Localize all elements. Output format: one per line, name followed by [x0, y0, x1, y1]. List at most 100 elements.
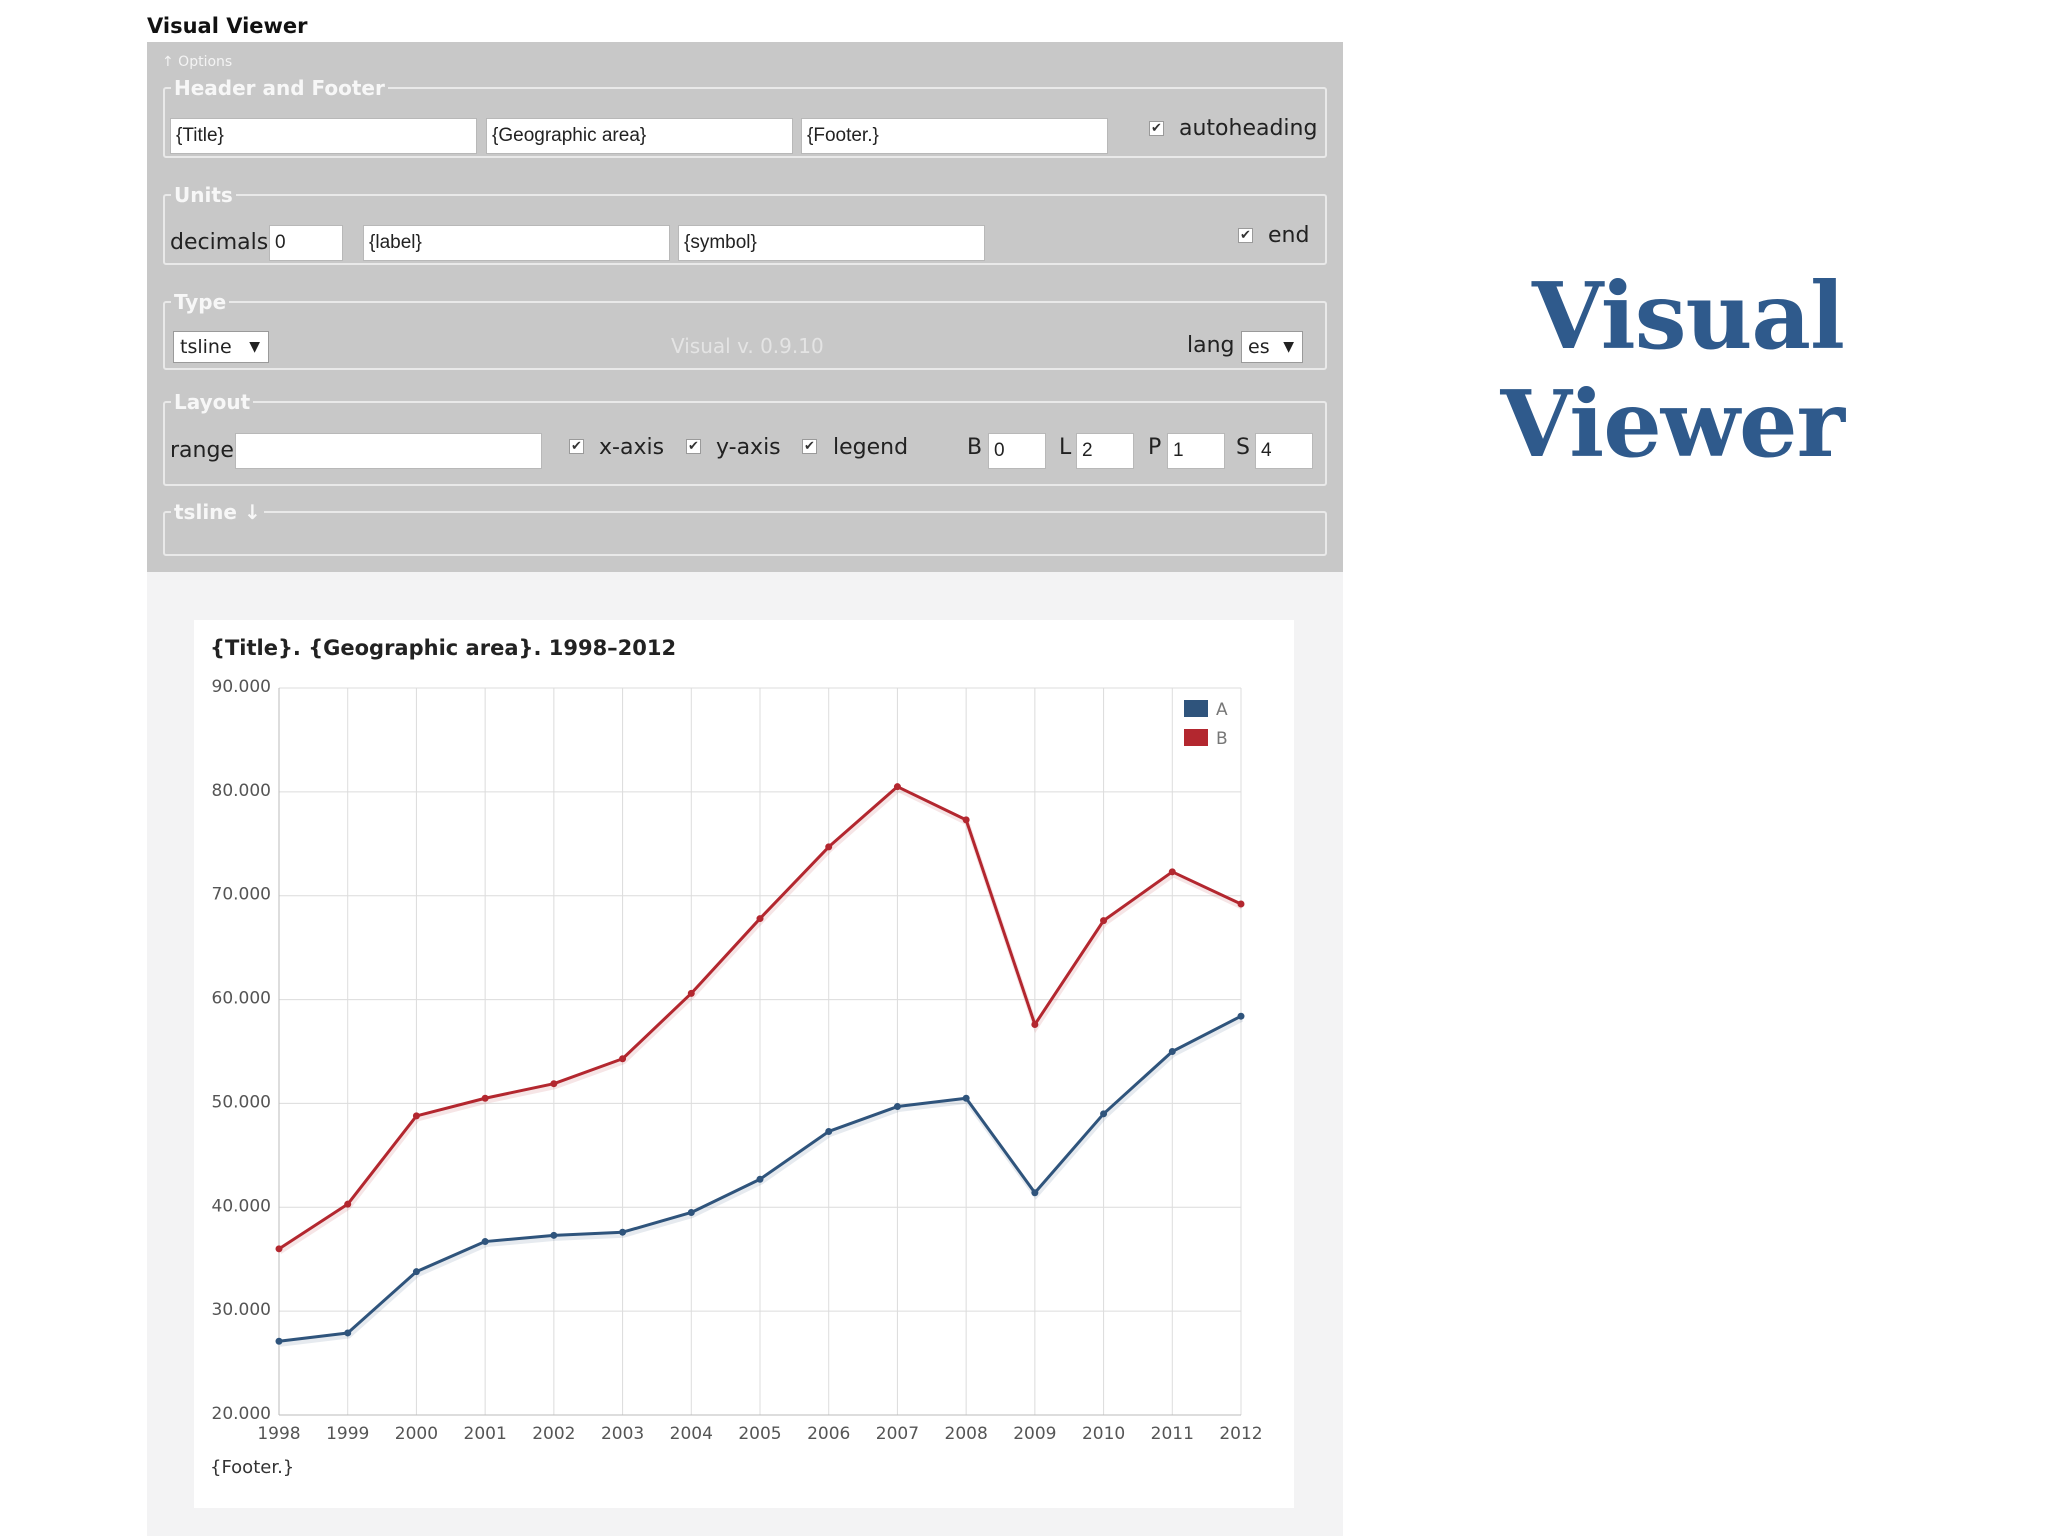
autoheading-label: autoheading [1179, 116, 1318, 141]
y-tick-label: 60.000 [212, 989, 271, 1009]
x-tick-label: 2002 [532, 1424, 575, 1444]
range-label: range [170, 438, 234, 463]
chart-type-select[interactable]: tsline ▼ [173, 331, 269, 363]
chevron-down-icon: ▼ [249, 339, 260, 355]
legend-swatch-A [1184, 700, 1208, 717]
layout-legend: Layout [174, 390, 251, 414]
series-B-point [1031, 1020, 1039, 1028]
y-tick-label: 30.000 [212, 1300, 271, 1320]
y-tick-label: 70.000 [212, 885, 271, 905]
x-tick-label: 2011 [1151, 1424, 1194, 1444]
series-B-point [1100, 917, 1108, 925]
series-B-point [344, 1200, 352, 1208]
app-title: Visual Viewer [147, 14, 308, 38]
type-legend: Type [174, 290, 227, 314]
legend-swatch-B [1184, 729, 1208, 746]
series-B-point [275, 1245, 283, 1253]
series-A-point [756, 1175, 764, 1183]
type-group: Type [163, 290, 1327, 370]
x-axis-checkbox[interactable]: ✔ [569, 439, 584, 454]
series-A-point [687, 1208, 695, 1216]
y-tick-label: 50.000 [212, 1092, 271, 1112]
chart-type-value: tsline [180, 336, 232, 358]
geographic-area-input[interactable] [486, 118, 793, 154]
series-A-point [275, 1337, 283, 1345]
series-B-point [1168, 868, 1176, 876]
legend-checkbox[interactable]: ✔ [802, 439, 817, 454]
unit-label-input[interactable] [363, 225, 670, 261]
p-label: P [1148, 435, 1162, 460]
lang-value: es [1248, 336, 1270, 358]
series-A-point [412, 1268, 420, 1276]
brand-line-2: Viewer [1500, 370, 1845, 478]
y-axis-label: y-axis [716, 435, 781, 460]
series-A-point [619, 1228, 627, 1236]
series-A-point [481, 1238, 489, 1246]
lang-label: lang [1187, 333, 1235, 358]
chart-card: {Title}. {Geographic area}. 1998–2012 20.… [194, 620, 1294, 1508]
series-B-point [687, 989, 695, 997]
y-tick-label: 80.000 [212, 781, 271, 801]
range-input[interactable] [235, 433, 542, 469]
x-tick-label: 2004 [670, 1424, 713, 1444]
title-input[interactable] [170, 118, 477, 154]
s-label: S [1236, 435, 1250, 460]
units-legend: Units [174, 183, 233, 207]
end-label: end [1268, 223, 1310, 248]
tsline-group[interactable]: tsline ↓ [163, 500, 1327, 556]
chart-footer: {Footer.} [210, 1457, 294, 1478]
chart-area: {Title}. {Geographic area}. 1998–2012 20.… [147, 572, 1343, 1536]
l-label: L [1059, 435, 1072, 460]
series-B-point [550, 1080, 558, 1088]
x-tick-label: 2008 [945, 1424, 988, 1444]
legend-label: legend [833, 435, 909, 460]
series-A-point [1168, 1048, 1176, 1055]
series-B-point [893, 783, 901, 791]
x-tick-label: 1999 [326, 1424, 369, 1444]
x-tick-label: 2000 [395, 1424, 438, 1444]
series-B-point [619, 1055, 627, 1063]
series-A-point [825, 1127, 833, 1135]
brand-line-1: Visual [1532, 262, 1845, 370]
end-checkbox[interactable]: ✔ [1238, 228, 1253, 243]
y-tick-label: 20.000 [212, 1404, 271, 1424]
y-tick-label: 90.000 [212, 677, 271, 697]
x-tick-label: 2012 [1219, 1424, 1262, 1444]
series-B-point [412, 1112, 420, 1120]
series-A-point [893, 1103, 901, 1111]
x-tick-label: 2009 [1013, 1424, 1056, 1444]
autoheading-checkbox[interactable]: ✔ [1149, 121, 1164, 136]
version-label: Visual v. 0.9.10 [671, 334, 824, 358]
series-A-point [344, 1329, 352, 1337]
layout-group: Layout [163, 390, 1327, 486]
b-input[interactable] [988, 433, 1046, 469]
x-tick-label: 1998 [257, 1424, 300, 1444]
units-group: Units [163, 183, 1327, 265]
line-chart: {Title}. {Geographic area}. 1998–2012 20.… [210, 636, 1263, 1478]
l-input[interactable] [1076, 433, 1134, 469]
header-footer-group: Header and Footer [163, 76, 1327, 158]
b-label: B [967, 435, 983, 460]
options-panel: ↑ Options Header and Footer ✔ autoheadin… [147, 42, 1343, 572]
y-axis-checkbox[interactable]: ✔ [686, 439, 701, 454]
legend-label-B: B [1216, 729, 1228, 749]
decimals-input[interactable] [269, 225, 343, 261]
series-B-point [825, 843, 833, 851]
s-input[interactable] [1255, 433, 1313, 469]
x-tick-label: 2005 [738, 1424, 781, 1444]
unit-symbol-input[interactable] [678, 225, 985, 261]
x-tick-label: 2006 [807, 1424, 850, 1444]
series-A-point [1031, 1189, 1039, 1197]
series-B-point [1237, 900, 1245, 908]
decimals-label: decimals [170, 230, 269, 255]
footer-input[interactable] [801, 118, 1108, 154]
series-A-point [1100, 1110, 1108, 1118]
series-A-point [550, 1231, 558, 1239]
options-toggle[interactable]: ↑ Options [162, 54, 233, 70]
p-input[interactable] [1167, 433, 1225, 469]
lang-select[interactable]: es ▼ [1241, 331, 1303, 363]
x-tick-label: 2007 [876, 1424, 919, 1444]
series-B-point [756, 915, 764, 923]
tsline-legend[interactable]: tsline ↓ [174, 500, 261, 524]
x-axis-label: x-axis [599, 435, 665, 460]
